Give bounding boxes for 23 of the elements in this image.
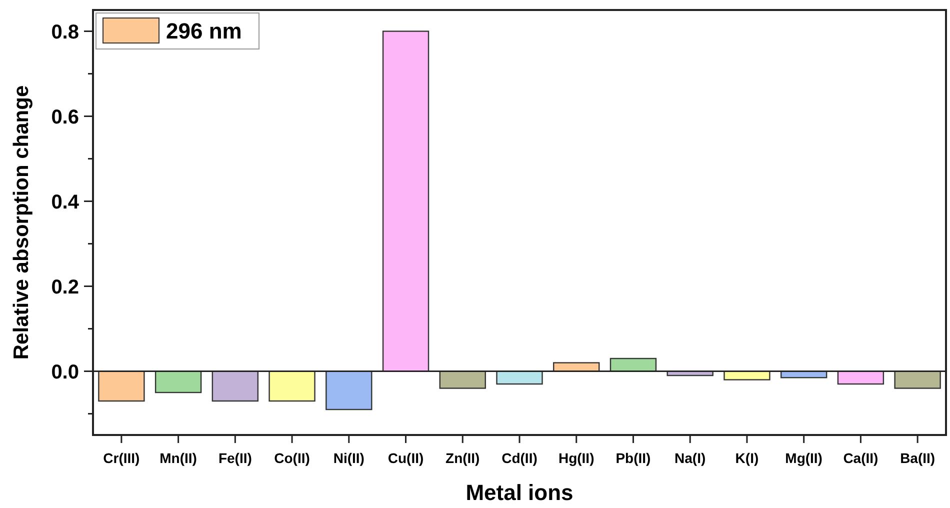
x-tick-label: Co(II) [274,450,310,466]
x-tick-label: Pb(II) [616,450,651,466]
x-tick-label: Mn(II) [160,450,197,466]
x-tick-label: K(I) [735,450,759,466]
legend-label: 296 nm [166,18,242,44]
x-tick-label: Ba(II) [900,450,936,466]
x-tick-label: Cd(II) [502,450,538,466]
x-tick-label: Cr(III) [103,450,140,466]
y-axis-title: Relative absorption change [10,85,33,360]
x-tick-label: Na(I) [674,450,706,466]
x-tick-label: Hg(II) [558,450,594,466]
x-tick-label: Ca(II) [843,450,878,466]
x-axis-title: Metal ions [466,480,574,505]
x-tick-label: Ni(II) [333,450,364,466]
x-tick-label: Mg(II) [785,450,822,466]
y-tick-label: 0.8 [51,21,79,44]
y-tick-label: 0.4 [51,191,80,214]
x-tick-label: Cu(II) [388,450,424,466]
x-tick-label: Fe(II) [218,450,252,466]
y-tick-label: 0.2 [51,276,79,298]
y-tick-label: 0.0 [51,361,79,384]
y-tick-label: 0.6 [51,106,79,128]
x-tick-label: Zn(II) [446,450,480,466]
